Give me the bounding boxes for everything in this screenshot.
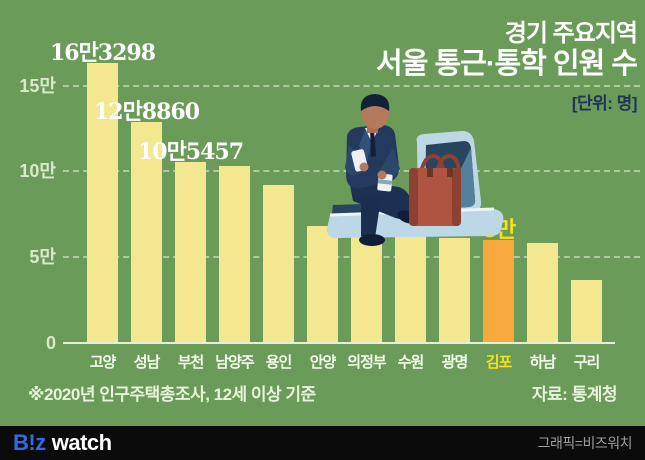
chart-title-block: 경기 주요지역 서울 통근·통학 인원 수 [단위: 명] <box>376 20 638 114</box>
survey-footnote: ※2020년 인구주택총조사, 12세 이상 기준 <box>28 385 316 404</box>
bar-수원 <box>395 234 426 343</box>
x-label-구리: 구리 <box>573 354 601 371</box>
bar-남양주 <box>219 166 250 343</box>
bar-성남 <box>131 121 162 343</box>
y-tick-5만: 5만 <box>29 247 56 268</box>
bar-광명 <box>439 238 470 343</box>
x-label-용인: 용인 <box>265 354 293 371</box>
x-label-의정부: 의정부 <box>347 354 386 371</box>
bar-고양 <box>87 62 118 343</box>
chart-title-line2: 서울 통근·통학 인원 수 <box>376 48 638 81</box>
x-label-성남: 성남 <box>133 354 161 371</box>
tie <box>370 130 376 157</box>
x-label-광명: 광명 <box>441 354 469 371</box>
x-label-안양: 안양 <box>309 354 337 371</box>
bar-용인 <box>263 185 294 343</box>
value-label-부천: 10만5457 <box>137 138 244 165</box>
y-tick-15만: 15만 <box>19 75 56 96</box>
bar-부천 <box>175 162 206 343</box>
data-source: 자료: 통계청 <box>531 385 618 404</box>
legs <box>349 180 413 219</box>
value-label-성남: 12만8860 <box>93 98 200 125</box>
chart-unit-label: [단위: 명] <box>571 93 638 113</box>
bar-김포 <box>483 240 514 343</box>
bar-의정부 <box>351 232 382 343</box>
gridline-15만 <box>63 84 640 87</box>
commuter-illustration <box>327 94 504 246</box>
bizwatch-logo: B!z watch <box>13 432 112 454</box>
x-label-김포: 김포 <box>485 354 513 371</box>
logo-biz-text: B!z <box>13 430 46 455</box>
x-label-남양주: 남양주 <box>215 354 254 371</box>
x-label-수원: 수원 <box>397 354 425 371</box>
bar-안양 <box>307 226 338 343</box>
chart-title-line1: 경기 주요지역 <box>504 20 638 47</box>
y-tick-0: 0 <box>45 333 56 353</box>
x-axis-line <box>63 342 615 344</box>
y-tick-10만: 10만 <box>19 161 56 182</box>
briefcase-icon <box>409 153 461 226</box>
man-figure <box>345 94 419 246</box>
brand-bar: B!z watch 그래픽=비즈워치 <box>0 426 645 460</box>
bar-구리 <box>571 279 602 343</box>
bar-하남 <box>527 242 558 343</box>
x-label-하남: 하남 <box>529 354 557 371</box>
graphic-credit: 그래픽=비즈워치 <box>537 435 633 451</box>
value-label-고양: 16만3298 <box>49 39 156 66</box>
x-label-부천: 부천 <box>177 354 205 371</box>
hair <box>360 94 390 111</box>
x-label-고양: 고양 <box>89 354 117 371</box>
logo-watch-text: watch <box>51 430 112 455</box>
